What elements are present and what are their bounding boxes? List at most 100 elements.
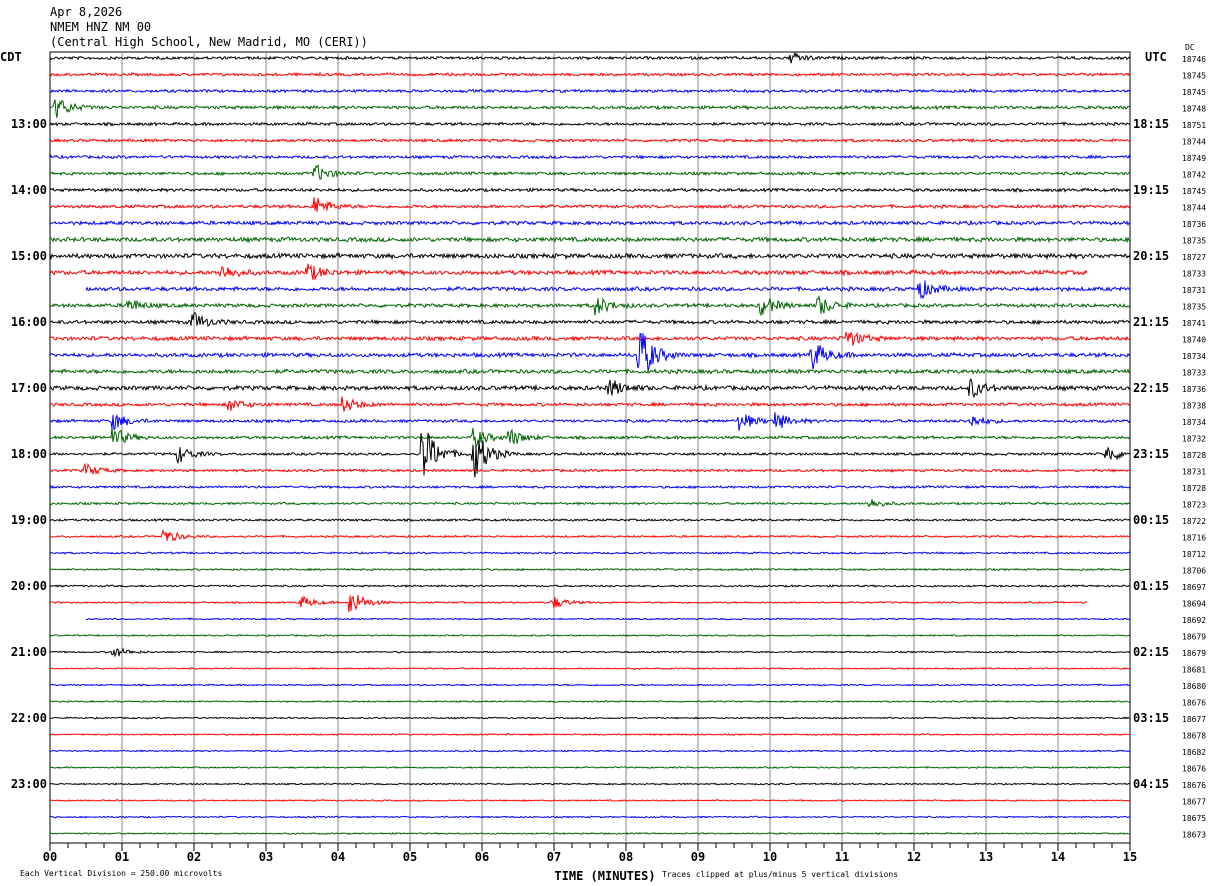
right-axis-title: UTC	[1145, 50, 1167, 64]
dc-offset-label: 18734	[1182, 352, 1206, 361]
dc-offset-label: 18678	[1182, 732, 1206, 741]
seismic-trace	[85, 617, 1131, 621]
x-tick-label: 10	[763, 850, 777, 864]
dc-offset-label: 18749	[1182, 154, 1206, 163]
seismic-trace	[49, 499, 1131, 508]
dc-offset-label: 18734	[1182, 418, 1206, 427]
seismic-trace	[49, 765, 1131, 769]
utc-time-label: 20:15	[1133, 249, 1169, 263]
seismic-trace	[49, 187, 1131, 193]
dc-offset-label: 18740	[1182, 336, 1206, 345]
dc-offset-label: 18731	[1182, 468, 1206, 477]
dc-offset-label: 18745	[1182, 72, 1206, 81]
seismic-trace	[49, 647, 1131, 658]
dc-offset-label: 18676	[1182, 765, 1206, 774]
dc-offset-label: 18677	[1182, 798, 1206, 807]
dc-offset-label: 18728	[1182, 484, 1206, 493]
seismic-trace	[49, 667, 1131, 671]
x-tick-label: 15	[1123, 850, 1137, 864]
x-tick-label: 11	[835, 850, 849, 864]
dc-offset-label: 18727	[1182, 253, 1206, 262]
seismic-trace	[49, 462, 1131, 476]
clip-note: Traces clipped at plus/minus 5 vertical …	[662, 870, 898, 879]
dc-offset-label: 18736	[1182, 220, 1206, 229]
seismic-trace	[49, 699, 1131, 704]
cdt-time-label: 20:00	[11, 579, 47, 593]
cdt-time-label: 22:00	[11, 711, 47, 725]
seismic-trace	[49, 412, 1131, 431]
dc-offset-label: 18723	[1182, 501, 1206, 510]
x-tick-label: 08	[619, 850, 633, 864]
dc-offset-label: 18745	[1182, 187, 1206, 196]
dc-offset-label: 18673	[1182, 831, 1206, 840]
seismic-trace	[49, 219, 1131, 227]
dc-offset-label: 18736	[1182, 385, 1206, 394]
seismic-trace	[50, 832, 1131, 836]
dc-offset-label: 18731	[1182, 286, 1206, 295]
seismic-trace	[49, 551, 1131, 555]
seismic-trace	[49, 235, 1131, 244]
seismic-trace	[50, 594, 1088, 613]
station-code: NMEM HNZ NM 00	[50, 20, 152, 34]
utc-time-label: 00:15	[1133, 513, 1169, 527]
dc-offset-label: 18697	[1182, 583, 1206, 592]
dc-offset-label: 18680	[1182, 682, 1206, 691]
seismic-trace	[49, 251, 1131, 261]
seismic-trace	[50, 815, 1131, 819]
seismic-trace	[49, 782, 1131, 786]
seismic-trace	[49, 121, 1131, 127]
x-tick-label: 00	[43, 850, 57, 864]
seismic-trace	[49, 378, 1131, 399]
seismic-trace	[49, 88, 1131, 94]
cdt-time-label: 14:00	[11, 183, 47, 197]
seismic-trace	[49, 263, 1088, 280]
cdt-time-label: 17:00	[11, 381, 47, 395]
seismic-trace	[49, 99, 1131, 118]
dc-offset-label: 18722	[1182, 517, 1206, 526]
seismic-trace	[49, 528, 1131, 542]
plot-date: Apr 8,2026	[50, 5, 123, 19]
cdt-time-label: 15:00	[11, 249, 47, 263]
dc-offset-label: 18735	[1182, 303, 1206, 312]
x-tick-label: 06	[475, 850, 489, 864]
utc-time-label: 01:15	[1133, 579, 1169, 593]
seismic-trace	[49, 137, 1131, 144]
left-axis-title: CDT	[0, 50, 22, 64]
dc-offset-label: 18694	[1182, 600, 1206, 609]
dc-offset-label: 18675	[1182, 814, 1206, 823]
seismic-trace	[49, 52, 1131, 64]
dc-offset-label: 18735	[1182, 237, 1206, 246]
dc-offset-label: 18679	[1182, 633, 1206, 642]
x-tick-label: 01	[115, 850, 129, 864]
dc-offset-label: 18679	[1182, 649, 1206, 658]
utc-time-label: 03:15	[1133, 711, 1169, 725]
dc-header: DC	[1185, 43, 1195, 52]
seismic-trace	[49, 584, 1131, 588]
seismic-trace	[49, 484, 1131, 490]
seismic-trace	[49, 749, 1131, 753]
x-tick-label: 05	[403, 850, 417, 864]
cdt-time-label: 13:00	[11, 117, 47, 131]
seismic-trace	[49, 799, 1131, 803]
dc-offset-label: 18733	[1182, 270, 1206, 279]
seismic-trace	[50, 163, 1131, 180]
utc-time-label: 18:15	[1133, 117, 1169, 131]
dc-offset-label: 18676	[1182, 699, 1206, 708]
dc-offset-label: 18744	[1182, 204, 1206, 213]
seismic-trace	[49, 197, 1131, 212]
cdt-time-label: 19:00	[11, 513, 47, 527]
x-tick-label: 13	[979, 850, 993, 864]
utc-time-label: 22:15	[1133, 381, 1169, 395]
seismic-trace	[49, 634, 1131, 638]
dc-offset-label: 18733	[1182, 369, 1206, 378]
station-location: (Central High School, New Madrid, MO (CE…	[50, 35, 368, 49]
seismic-trace	[49, 683, 1131, 687]
seismic-trace	[49, 567, 1131, 572]
seismic-trace	[49, 71, 1131, 78]
seismic-trace	[49, 312, 1131, 327]
seismic-trace	[49, 732, 1131, 736]
dc-offset-label: 18744	[1182, 138, 1206, 147]
dc-offset-label: 18732	[1182, 435, 1206, 444]
seismic-trace	[49, 432, 1131, 478]
